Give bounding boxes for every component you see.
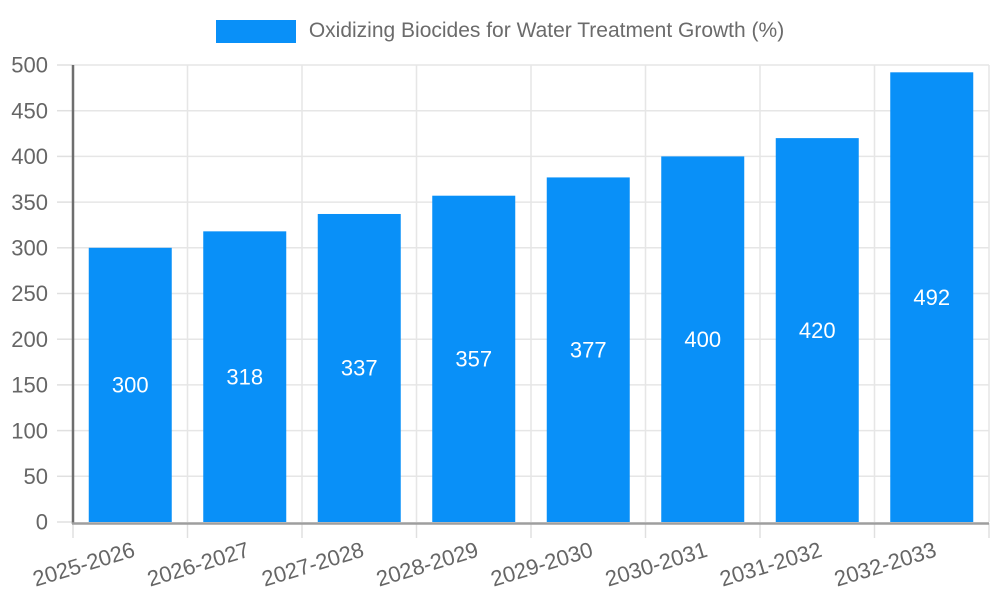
bar[interactable] [203, 231, 287, 522]
bar-value-label: 300 [112, 373, 149, 398]
y-tick-label: 300 [11, 236, 48, 261]
bar-value-label: 420 [799, 318, 836, 343]
bar-value-label: 377 [570, 337, 607, 362]
x-tick-label: 2026-2027 [144, 537, 252, 592]
bar[interactable] [88, 247, 172, 523]
bar[interactable] [546, 177, 630, 522]
legend-item[interactable]: Oxidizing Biocides for Water Treatment G… [0, 19, 1000, 43]
bar[interactable] [432, 195, 516, 522]
y-tick-label: 150 [11, 373, 48, 398]
x-tick-label: 2032-2033 [831, 537, 939, 592]
bar-value-label: 400 [684, 327, 721, 352]
bar-value-label: 337 [341, 356, 378, 381]
x-tick-label: 2031-2032 [717, 537, 825, 592]
x-tick-label: 2029-2030 [488, 537, 596, 592]
y-tick-label: 450 [11, 98, 48, 123]
y-tick-label: 500 [11, 53, 48, 78]
y-tick-label: 100 [11, 418, 48, 443]
y-tick-label: 400 [11, 144, 48, 169]
legend-label: Oxidizing Biocides for Water Treatment G… [308, 19, 785, 42]
y-tick-label: 50 [24, 464, 48, 489]
bar-value-label: 318 [226, 364, 263, 389]
bar[interactable] [775, 138, 859, 522]
y-tick-label: 0 [36, 510, 48, 535]
x-tick-label: 2025-2026 [30, 537, 138, 592]
y-tick-label: 250 [11, 281, 48, 306]
x-tick-label: 2028-2029 [373, 537, 481, 592]
y-tick-label: 350 [11, 190, 48, 215]
bar[interactable] [317, 213, 401, 522]
x-tick-label: 2027-2028 [259, 537, 367, 592]
bar-value-label: 492 [913, 285, 950, 310]
y-tick-label: 200 [11, 327, 48, 352]
legend-swatch [215, 19, 296, 43]
bar[interactable] [661, 156, 745, 522]
x-tick-label: 2030-2031 [602, 537, 710, 592]
bar-value-label: 357 [455, 347, 492, 372]
bar[interactable] [890, 72, 974, 522]
